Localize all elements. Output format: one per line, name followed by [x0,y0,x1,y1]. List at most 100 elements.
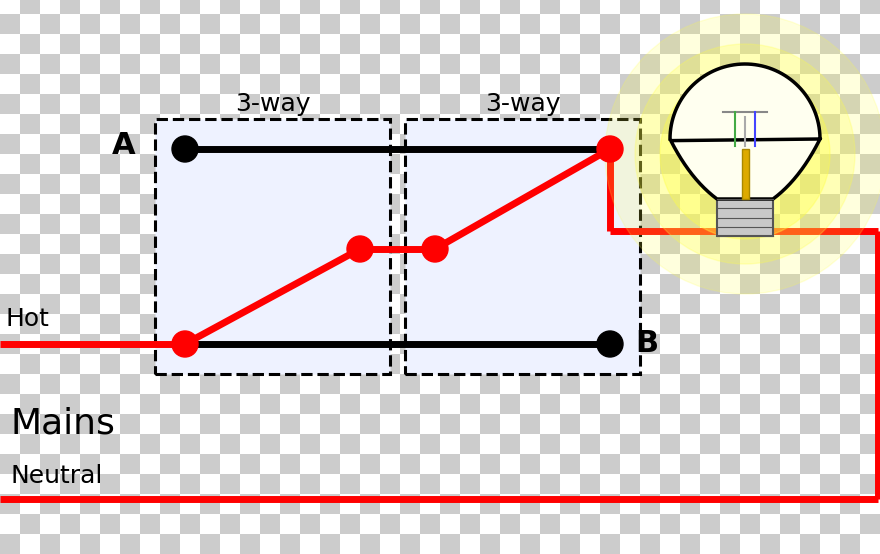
Bar [280,454,300,474]
Bar [500,314,520,334]
Bar [60,434,80,454]
Bar [600,334,620,354]
Bar [460,114,480,134]
Bar [720,254,740,274]
Bar [580,154,600,174]
Bar [800,54,820,74]
Bar [140,394,160,414]
Bar [520,54,540,74]
Bar [620,114,640,134]
Bar [160,414,180,434]
Bar [780,74,800,94]
Bar [280,134,300,154]
Bar [160,134,180,154]
Bar [340,314,360,334]
Bar [780,114,800,134]
Bar [380,434,400,454]
Bar [720,374,740,394]
Bar [720,454,740,474]
Bar [260,234,280,254]
Bar [140,474,160,494]
Bar [20,354,40,374]
Bar [20,154,40,174]
Bar [340,0,360,14]
Bar [860,314,880,334]
Bar [840,414,860,434]
Bar [260,314,280,334]
Bar [200,134,220,154]
Bar [620,354,640,374]
Bar [320,294,340,314]
Polygon shape [670,64,820,199]
Bar [600,94,620,114]
Bar [380,114,400,134]
Bar [560,534,580,554]
Bar [60,514,80,534]
Bar [40,14,60,34]
Bar [460,0,480,14]
Bar [720,334,740,354]
Bar [0,54,20,74]
Bar [740,434,760,454]
Bar [760,94,780,114]
Bar [640,334,660,354]
Bar [700,34,720,54]
Bar [760,214,780,234]
Bar [680,134,700,154]
Bar [500,194,520,214]
Bar [40,174,60,194]
Bar [20,394,40,414]
Bar [60,354,80,374]
Bar [400,534,420,554]
Bar [260,0,280,14]
Bar [480,174,500,194]
Bar [440,214,460,234]
Bar [540,34,560,54]
Bar [120,94,140,114]
Bar [260,274,280,294]
Bar [60,394,80,414]
Bar [420,234,440,254]
Bar [260,514,280,534]
Bar [320,174,340,194]
Bar [620,474,640,494]
Bar [100,74,120,94]
Bar [100,354,120,374]
Bar [700,0,720,14]
Bar [320,334,340,354]
Bar [80,254,100,274]
Bar [820,434,840,454]
Bar [240,414,260,434]
Bar [180,74,200,94]
Bar [60,34,80,54]
Bar [760,494,780,514]
Bar [720,294,740,314]
Circle shape [635,44,855,264]
Bar [80,294,100,314]
Bar [260,154,280,174]
Bar [460,514,480,534]
Bar [520,294,540,314]
Bar [820,474,840,494]
Bar [500,34,520,54]
Bar [820,194,840,214]
Bar [80,214,100,234]
Bar [720,414,740,434]
Bar [40,534,60,554]
Bar [240,54,260,74]
Bar [300,514,320,534]
Bar [760,14,780,34]
Bar [540,74,560,94]
Bar [740,34,760,54]
Bar [640,174,660,194]
Bar [340,514,360,534]
Bar [460,394,480,414]
Bar [280,294,300,314]
Bar [717,199,773,236]
Bar [200,14,220,34]
Bar [20,314,40,334]
Bar [260,74,280,94]
Bar [180,0,200,14]
Bar [280,334,300,354]
Bar [160,14,180,34]
